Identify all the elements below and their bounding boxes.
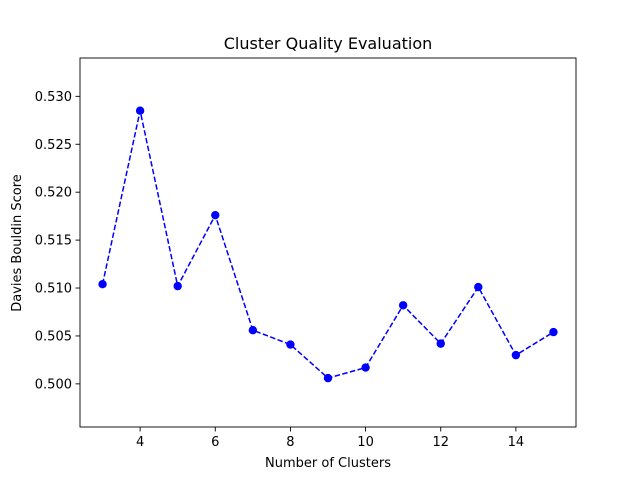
data-point [511, 350, 521, 360]
x-tick-label: 12 [432, 435, 449, 450]
data-point [474, 282, 483, 292]
data-point [436, 339, 445, 348]
data-point [323, 373, 333, 383]
data-point [361, 363, 370, 372]
data-point [398, 301, 408, 310]
data-point [286, 340, 295, 349]
x-tick-label: 14 [508, 435, 525, 450]
x-axis-title: Number of Clusters [265, 456, 391, 471]
data-point [248, 326, 258, 335]
x-tick-label: 4 [136, 435, 144, 450]
x-tick-label: 10 [357, 435, 374, 450]
y-tick-label: 0.500 [35, 377, 72, 392]
y-axis-title: Davies Bouldin Score [10, 174, 25, 312]
plot-frame [79, 57, 577, 428]
data-point [135, 106, 145, 115]
y-tick-label: 0.520 [35, 186, 72, 201]
chart-title: Cluster Quality Evaluation [224, 34, 433, 53]
y-tick-label: 0.510 [35, 282, 72, 297]
data-point [211, 210, 220, 220]
data-point [173, 281, 182, 291]
y-tick-label: 0.525 [35, 138, 72, 153]
data-point [549, 327, 558, 337]
y-tick-label: 0.515 [35, 234, 72, 249]
x-tick-label: 6 [211, 435, 219, 450]
plot-area: 4 6 8 10 12 14 0.500 0.505 0.510 0.515 0.520 0.525 0… [35, 57, 577, 450]
x-tick-label: 8 [286, 435, 294, 450]
y-tick-label: 0.530 [35, 90, 72, 105]
y-tick-label: 0.505 [35, 329, 72, 344]
data-point [98, 279, 107, 289]
